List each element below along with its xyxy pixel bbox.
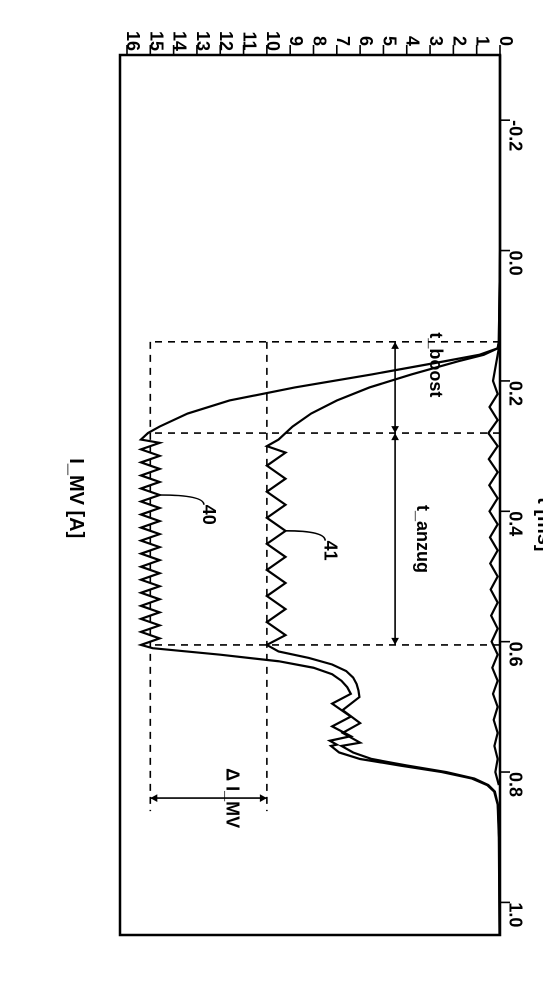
chart-svg: 012345678910111213141516-0.20.00.20.40.6… — [0, 0, 543, 1000]
svg-text:0.8: 0.8 — [505, 772, 525, 797]
svg-text:11: 11 — [240, 31, 260, 50]
svg-text:-0.2: -0.2 — [505, 120, 525, 151]
svg-text:0.4: 0.4 — [505, 511, 525, 536]
svg-text:14: 14 — [170, 31, 190, 51]
chart-container: 012345678910111213141516-0.20.00.20.40.6… — [0, 0, 543, 1000]
svg-text:6: 6 — [356, 36, 376, 46]
svg-text:8: 8 — [309, 36, 329, 46]
delta-label: Δ I_MV — [223, 768, 243, 828]
svg-text:1: 1 — [473, 36, 493, 46]
y-axis-label: I_MV [A] — [65, 458, 87, 538]
t-anzug-label: t_anzug — [413, 505, 433, 573]
svg-text:5: 5 — [379, 36, 399, 46]
svg-text:4: 4 — [403, 36, 423, 46]
svg-text:0.2: 0.2 — [505, 381, 525, 406]
svg-text:2: 2 — [449, 36, 469, 46]
svg-text:9: 9 — [286, 36, 306, 46]
svg-text:0.6: 0.6 — [505, 642, 525, 667]
svg-text:13: 13 — [193, 31, 213, 51]
series-40-label: 40 — [199, 505, 219, 525]
series-41-label: 41 — [320, 541, 340, 561]
svg-text:7: 7 — [333, 36, 353, 46]
t-boost-label: t_boost — [426, 332, 446, 397]
x-axis-label: t [ms] — [533, 497, 543, 551]
svg-text:15: 15 — [146, 31, 166, 51]
svg-text:16: 16 — [123, 31, 143, 51]
svg-text:0: 0 — [496, 36, 516, 46]
svg-text:1.0: 1.0 — [505, 902, 525, 927]
svg-text:0.0: 0.0 — [505, 251, 525, 276]
svg-text:3: 3 — [426, 36, 446, 46]
svg-text:12: 12 — [216, 31, 236, 51]
svg-text:10: 10 — [263, 31, 283, 51]
